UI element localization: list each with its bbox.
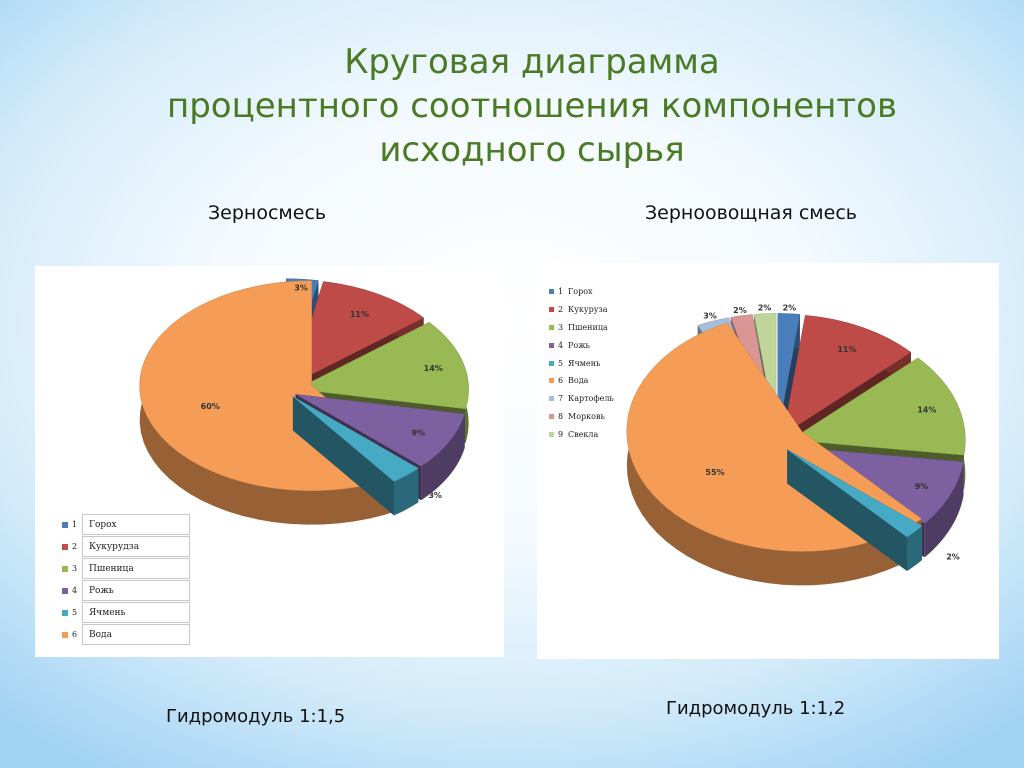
hydromodule-right: Гидромодуль 1:1,2 [666,698,846,719]
legend-number: 7 [558,394,564,404]
legend-item-Пшеница: 3 Пшеница [549,319,614,337]
legend-item-Горох: 1 Горох [549,283,614,301]
legend-swatch [549,307,554,313]
legend-swatch [62,587,68,594]
legend-number: 3 [558,322,564,332]
data-label-Ячмень: 3% [428,491,442,500]
legend-label: Вода [568,376,589,386]
legend-number: 9 [558,429,564,439]
chart-left-panel: 3% 11% 14% 9% 3% 60% 1 Горох 2 Кукурудза 3 Пшеница… [35,266,504,657]
chart-left-svg: 3% 11% 14% 9% 3% 60% [139,278,469,525]
data-label-Вода: 60% [201,402,220,411]
legend-item-Рожь: 4 Рожь [62,580,190,601]
legend-item-Рожь: 4 Рожь [549,336,614,354]
legend-number: 2 [72,542,78,551]
legend-number: 2 [558,305,564,315]
slide-title-line-3: исходного сырья [379,130,685,170]
legend-item-Горох: 1 Горох [62,514,190,535]
legend-swatch [549,431,554,437]
legend-label: Горох [82,514,190,535]
data-label-Свекла: 2% [758,304,772,313]
legend-swatch [549,360,554,366]
chart-right-svg: 2% 11% 14% 9% 2% 55% 3% 2% 2% [626,304,966,586]
legend-item-Ячмень: 5 Ячмень [549,354,614,372]
legend-number: 5 [558,358,564,368]
data-label-Морковь: 2% [733,306,747,315]
legend-number: 4 [72,586,78,595]
legend-swatch [549,324,554,330]
legend-label: Вода [82,624,190,645]
legend-item-Вода: 6 Вода [62,624,190,645]
data-label-Пшеница: 14% [917,406,936,415]
legend-swatch [549,413,554,419]
slide-title-line-1: Круговая диаграмма [344,42,720,82]
legend-label: Горох [568,287,593,297]
legend-number: 1 [72,520,78,529]
legend-item-Пшеница: 3 Пшеница [62,558,190,579]
legend-item-Вода: 6 Вода [549,372,614,390]
data-label-Ячмень: 2% [946,552,960,561]
legend-item-Морковь: 8 Морковь [549,408,614,426]
legend-item-Кукурудза: 2 Кукурудза [62,536,190,557]
chart-left-title: Зерносмесь [208,202,327,224]
hydromodule-left: Гидромодуль 1:1,5 [166,706,346,727]
data-label-Рожь: 9% [411,428,425,437]
legend-item-Картофель: 7 Картофель [549,390,614,408]
legend-label: Картофель [568,394,614,404]
legend-number: 6 [72,630,78,639]
data-label-Рожь: 9% [915,482,929,491]
chart-left-legend: 1 Горох 2 Кукурудза 3 Пшеница 4 Рожь 5 Ячмень 6 Вод… [62,514,190,646]
pie-slice-Ячмень [787,449,923,572]
legend-label: Свекла [568,429,599,439]
legend-swatch [549,396,554,402]
data-label-Картофель: 3% [703,311,717,320]
legend-label: Кукурудза [82,536,190,557]
legend-swatch [62,631,68,638]
slide-title: Круговая диаграмма процентного соотношен… [0,40,1024,172]
slide-title-line-2: процентного соотношения компонентов [166,86,897,126]
pie-slice-Ячмень [292,396,419,516]
legend-swatch [62,521,68,528]
data-label-Кукурудза: 11% [350,310,369,319]
chart-right-title: Зерноовощная смесь [645,202,857,224]
legend-swatch [62,565,68,572]
legend-label: Морковь [568,411,605,421]
legend-number: 1 [558,287,564,297]
legend-swatch [62,543,68,550]
legend-swatch [62,609,68,616]
data-label-Пшеница: 14% [424,364,443,373]
data-label-Вода: 55% [705,468,724,477]
chart-right-legend: 1 Горох 2 Кукуруза 3 Пшеница 4 Рожь 5 Ячмень 6 Вода… [549,283,614,443]
legend-swatch [549,378,554,384]
legend-swatch [549,342,554,348]
legend-label: Кукуруза [568,305,608,315]
legend-label: Пшеница [568,322,608,332]
data-label-Горох: 3% [294,284,308,293]
legend-label: Рожь [82,580,190,601]
legend-label: Ячмень [568,358,601,368]
legend-number: 3 [72,564,78,573]
chart-right-panel: 2% 11% 14% 9% 2% 55% 3% 2% 2% 1 Горох 2 Кукуруза 3 Пш… [537,263,999,659]
legend-item-Ячмень: 5 Ячмень [62,602,190,623]
data-label-Горох: 2% [783,304,797,313]
legend-number: 4 [558,340,564,350]
legend-label: Ячмень [82,602,190,623]
legend-item-Свекла: 9 Свекла [549,425,614,443]
legend-label: Пшеница [82,558,190,579]
legend-label: Рожь [568,340,590,350]
legend-swatch [549,289,554,295]
legend-item-Кукуруза: 2 Кукуруза [549,301,614,319]
legend-number: 6 [558,376,564,386]
data-label-Кукуруза: 11% [837,345,856,354]
legend-number: 5 [72,608,78,617]
legend-number: 8 [558,411,564,421]
